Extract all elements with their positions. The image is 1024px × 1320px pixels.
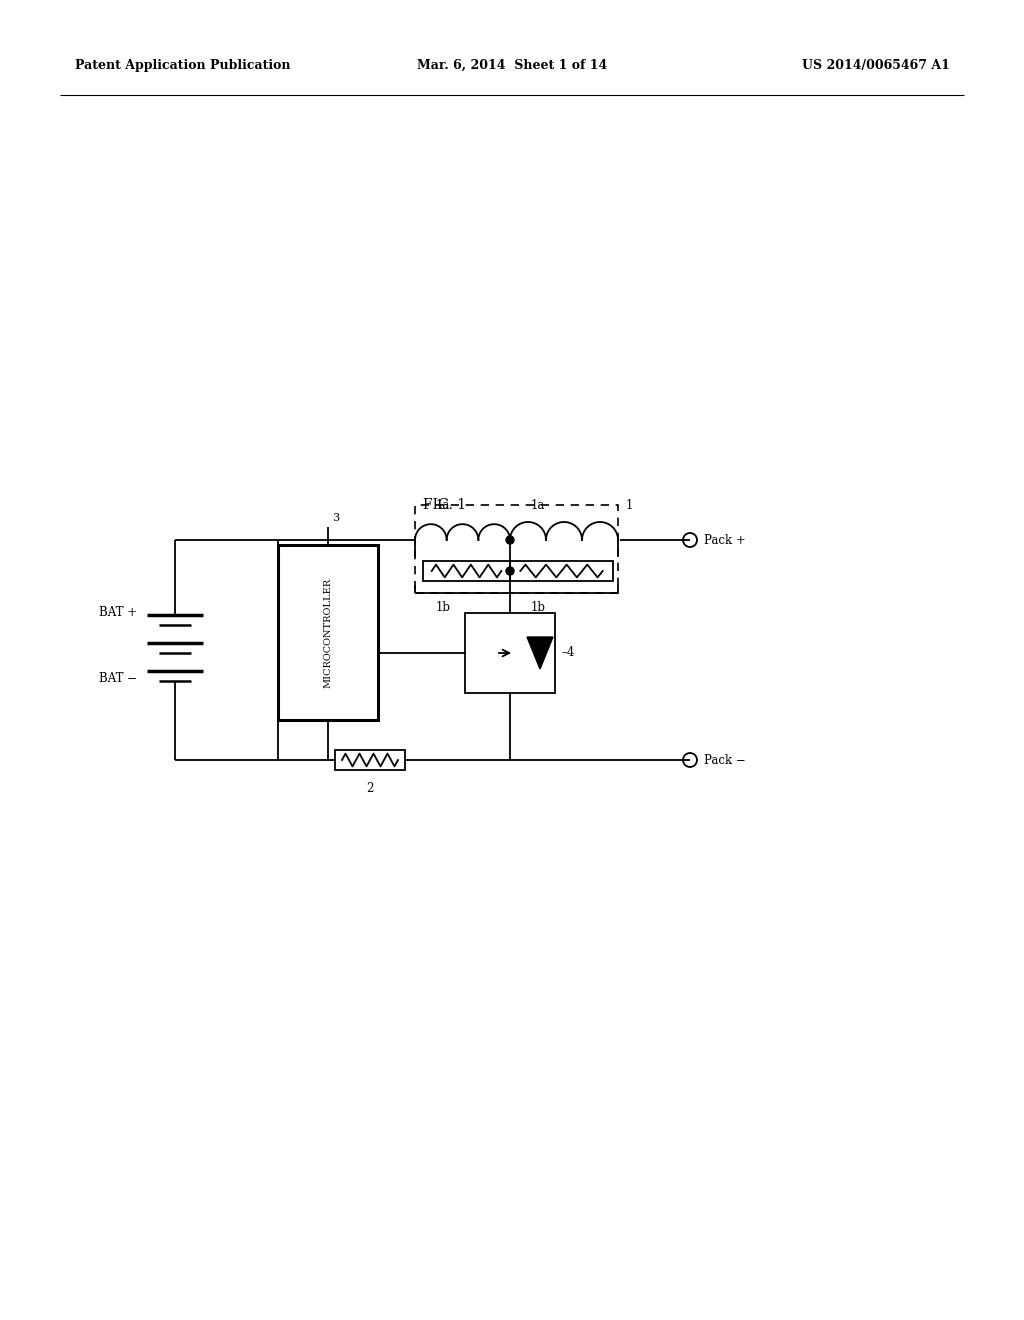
Text: MICROCONTROLLER: MICROCONTROLLER [324, 577, 333, 688]
Text: 1a: 1a [436, 499, 451, 512]
Text: Mar. 6, 2014  Sheet 1 of 14: Mar. 6, 2014 Sheet 1 of 14 [417, 58, 607, 71]
Text: 3: 3 [332, 513, 339, 523]
Text: 1: 1 [626, 499, 634, 512]
Text: US 2014/0065467 A1: US 2014/0065467 A1 [802, 58, 950, 71]
Bar [510, 561, 613, 581]
Text: –4: –4 [561, 647, 574, 660]
Text: Pack −: Pack − [705, 754, 745, 767]
Bar [415, 506, 618, 593]
Circle shape [506, 536, 514, 544]
Text: Patent Application Publication: Patent Application Publication [75, 58, 291, 71]
Text: BAT −: BAT − [99, 672, 137, 685]
Bar [335, 750, 406, 770]
Bar [465, 612, 555, 693]
Circle shape [506, 568, 514, 576]
Text: 2: 2 [367, 781, 374, 795]
Text: BAT +: BAT + [99, 606, 137, 619]
Polygon shape [527, 638, 553, 669]
Text: 1b: 1b [530, 601, 546, 614]
Text: 1b: 1b [435, 601, 451, 614]
Bar [278, 545, 378, 719]
Text: FIG. 1: FIG. 1 [424, 498, 467, 512]
Text: 1a: 1a [530, 499, 545, 512]
Text: Pack +: Pack + [705, 533, 745, 546]
Bar [423, 561, 510, 581]
